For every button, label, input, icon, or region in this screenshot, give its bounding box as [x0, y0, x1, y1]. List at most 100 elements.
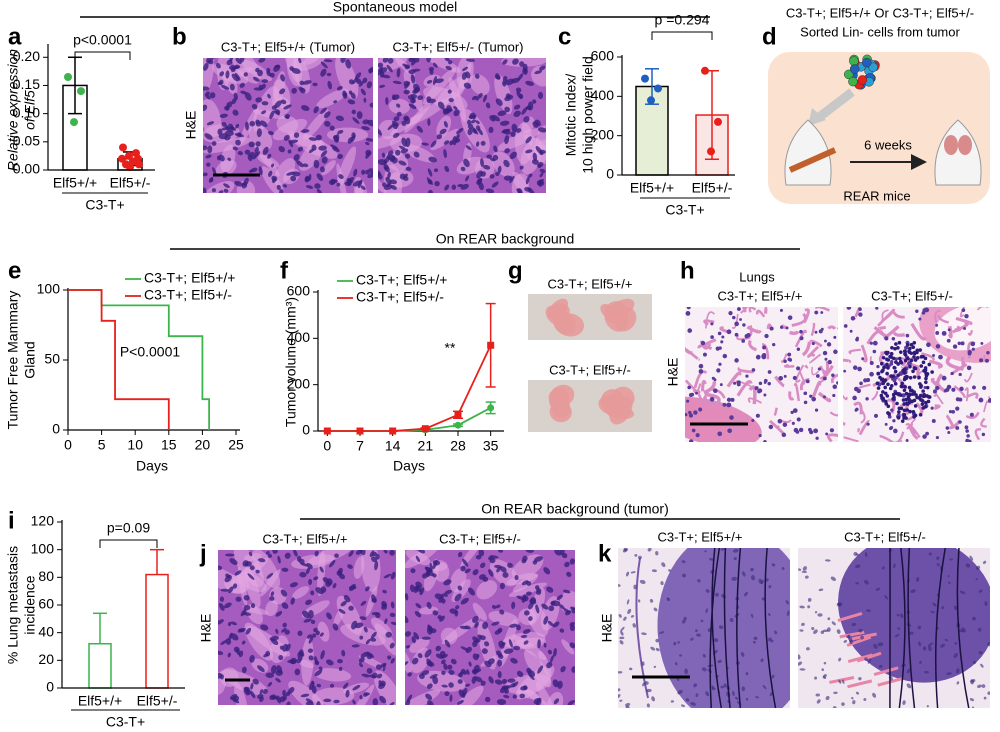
- texture: [292, 171, 301, 177]
- texture: [320, 650, 325, 660]
- texture: [740, 651, 745, 657]
- texture: [460, 646, 469, 651]
- texture: [525, 80, 535, 86]
- texture: [685, 396, 762, 442]
- texture: [441, 684, 448, 688]
- texture: [813, 428, 819, 434]
- texture: [421, 573, 428, 579]
- texture: [441, 659, 446, 665]
- x-tick-label: 5: [98, 437, 106, 453]
- texture: [888, 386, 893, 391]
- texture: [882, 379, 887, 384]
- texture: [625, 705, 630, 708]
- significance-bracket: [99, 539, 158, 548]
- x-tick-label: 0: [323, 438, 331, 454]
- texture: [683, 616, 687, 620]
- texture: [926, 342, 931, 348]
- texture: [729, 617, 734, 623]
- texture: [461, 72, 467, 80]
- panel-letter: e: [8, 257, 21, 284]
- texture: [389, 179, 397, 185]
- texture: [902, 413, 907, 417]
- texture: [282, 622, 287, 628]
- texture: [514, 122, 533, 165]
- texture: [731, 576, 738, 581]
- texture: [511, 601, 516, 610]
- texture: [907, 392, 912, 397]
- texture: [539, 168, 546, 174]
- texture: [613, 306, 637, 332]
- texture: [332, 146, 340, 153]
- annotation: p<0.0001: [73, 32, 132, 48]
- transfer-arrow: [815, 88, 855, 122]
- texture: [625, 571, 630, 577]
- texture: [543, 567, 551, 575]
- texture: [760, 658, 764, 663]
- texture: [889, 361, 894, 366]
- texture: [327, 80, 333, 90]
- x-tick-label: Elf5+/-: [692, 180, 733, 196]
- panel-letter: j: [199, 540, 207, 567]
- texture: [700, 619, 704, 623]
- texture: [921, 352, 935, 362]
- texture: [910, 399, 914, 404]
- texture: [855, 582, 859, 585]
- texture: [252, 76, 260, 82]
- texture: [771, 674, 775, 679]
- texture: [300, 693, 310, 698]
- texture: [677, 641, 680, 644]
- texture: [292, 586, 310, 599]
- texture: [767, 637, 772, 642]
- texture: [811, 341, 815, 346]
- texture: [708, 557, 715, 561]
- texture: [703, 381, 717, 395]
- texture: [823, 339, 827, 343]
- texture: [681, 619, 686, 624]
- texture: [745, 672, 749, 676]
- y-tick-label: 100: [31, 540, 55, 556]
- texture: [956, 548, 970, 708]
- texture: [734, 321, 739, 327]
- texture: [836, 381, 838, 385]
- texture: [503, 685, 512, 690]
- texture: [294, 668, 301, 676]
- texture: [789, 330, 800, 335]
- texture: [910, 322, 927, 341]
- texture: [432, 675, 439, 685]
- texture: [497, 550, 504, 553]
- texture: [739, 318, 742, 321]
- texture: [678, 654, 682, 657]
- y-axis-label: Tumor volume (mm³): [283, 297, 299, 427]
- texture: [713, 388, 718, 393]
- texture: [448, 682, 454, 688]
- texture: [919, 398, 923, 402]
- texture: [227, 101, 233, 108]
- texture: [399, 173, 406, 180]
- texture: [816, 699, 821, 704]
- texture: [443, 579, 452, 586]
- texture: [252, 678, 259, 685]
- texture: [499, 609, 505, 615]
- texture: [316, 683, 322, 688]
- texture: [908, 409, 912, 414]
- texture: [359, 81, 364, 87]
- texture: [387, 58, 394, 64]
- data-point: [647, 96, 655, 105]
- texture: [275, 628, 279, 634]
- texture: [685, 412, 688, 417]
- texture: [620, 626, 625, 632]
- texture: [497, 110, 507, 117]
- texture: [223, 183, 230, 189]
- texture: [387, 123, 395, 131]
- texture: [326, 612, 332, 620]
- texture: [360, 600, 367, 606]
- texture: [419, 587, 425, 596]
- texture: [335, 115, 345, 122]
- texture: [750, 613, 754, 618]
- texture: [660, 581, 664, 586]
- texture: [775, 425, 780, 429]
- texture: [369, 550, 375, 557]
- texture: [231, 73, 240, 82]
- texture: [409, 584, 416, 593]
- texture: [935, 344, 941, 349]
